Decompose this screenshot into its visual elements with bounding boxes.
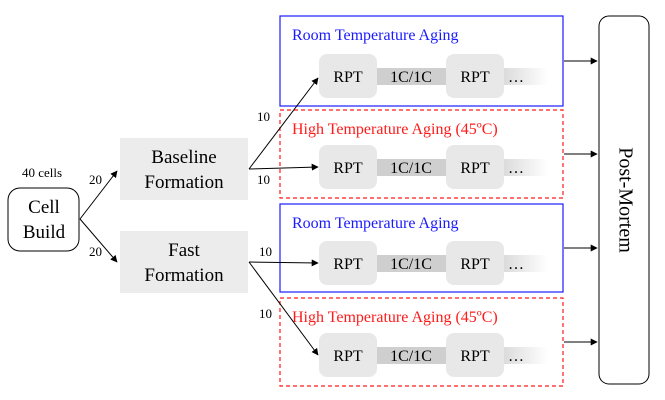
aging-group-title-3: Room Temperature Aging xyxy=(292,215,459,232)
rpt-box-b xyxy=(446,333,504,377)
rpt-box-a xyxy=(319,333,377,377)
aging-group-title-1: Room Temperature Aging xyxy=(292,27,459,44)
branch-count-room-1: 10 xyxy=(257,109,270,124)
rpt-label-b: RPT xyxy=(460,256,490,273)
arrow-baseline-to-high xyxy=(248,163,319,171)
branch-count-fast: 20 xyxy=(89,244,102,259)
rpt-label-b: RPT xyxy=(460,160,490,177)
rpt-box-a xyxy=(319,54,377,98)
baseline-formation-box xyxy=(120,138,248,200)
cell-build-box xyxy=(7,187,80,252)
rpt-label-b: RPT xyxy=(460,69,490,86)
cycling-label: 1C/1C xyxy=(390,69,432,86)
arrow-fast-to-high xyxy=(248,261,319,356)
cycle-row-3: RPT 1C/1C RPT … xyxy=(319,241,548,285)
branch-count-room-2: 10 xyxy=(259,244,272,259)
rpt-box-b xyxy=(446,241,504,285)
arrow-build-to-baseline xyxy=(79,170,118,220)
ellipsis-label: … xyxy=(508,160,524,177)
branch-count-baseline: 20 xyxy=(89,172,102,187)
branch-count-high-1: 10 xyxy=(257,172,270,187)
rpt-box-b xyxy=(446,54,504,98)
aging-group-title-2: High Temperature Aging (45ºC) xyxy=(292,121,498,138)
arrow-baseline-to-room xyxy=(248,77,319,170)
cycling-band xyxy=(372,159,452,176)
rpt-label-a: RPT xyxy=(333,160,363,177)
cycle-row-2: RPT 1C/1C RPT … xyxy=(319,145,548,189)
rpt-box-b xyxy=(446,145,504,189)
rpt-label-b: RPT xyxy=(460,348,490,365)
cell-build-line2: Build xyxy=(23,222,66,243)
cycle-row-4: RPT 1C/1C RPT … xyxy=(319,333,548,377)
tail-band xyxy=(490,68,548,85)
ellipsis-label: … xyxy=(508,348,524,365)
arrow-build-to-fast xyxy=(79,218,118,263)
rpt-box-a xyxy=(319,241,377,285)
fast-formation-box xyxy=(120,231,248,293)
cycling-label: 1C/1C xyxy=(390,256,432,273)
rpt-box-a xyxy=(319,145,377,189)
baseline-formation-line1: Baseline xyxy=(151,147,216,168)
baseline-formation-line2: Formation xyxy=(144,172,224,193)
post-mortem-label: Post-Mortem xyxy=(614,147,636,253)
cycle-row-1: RPT 1C/1C RPT … xyxy=(319,54,548,98)
aging-group-title-4: High Temperature Aging (45ºC) xyxy=(292,309,498,326)
cell-build-line1: Cell xyxy=(28,197,60,218)
post-mortem-box xyxy=(598,15,650,385)
cycling-band xyxy=(372,68,452,85)
rpt-label-a: RPT xyxy=(333,69,363,86)
rpt-label-a: RPT xyxy=(333,348,363,365)
tail-band xyxy=(490,255,548,272)
ellipsis-label: … xyxy=(508,69,524,86)
cycling-band xyxy=(372,347,452,364)
tail-band xyxy=(490,347,548,364)
cycling-band xyxy=(372,255,452,272)
cycling-label: 1C/1C xyxy=(390,348,432,365)
branch-count-high-2: 10 xyxy=(259,306,272,321)
cycling-label: 1C/1C xyxy=(390,160,432,177)
rpt-label-a: RPT xyxy=(333,256,363,273)
arrow-fast-to-room xyxy=(248,259,319,267)
cell-count-label: 40 cells xyxy=(22,165,62,180)
tail-band xyxy=(490,159,548,176)
fast-formation-line1: Fast xyxy=(168,240,200,261)
ellipsis-label: … xyxy=(508,256,524,273)
fast-formation-line2: Formation xyxy=(144,265,224,286)
